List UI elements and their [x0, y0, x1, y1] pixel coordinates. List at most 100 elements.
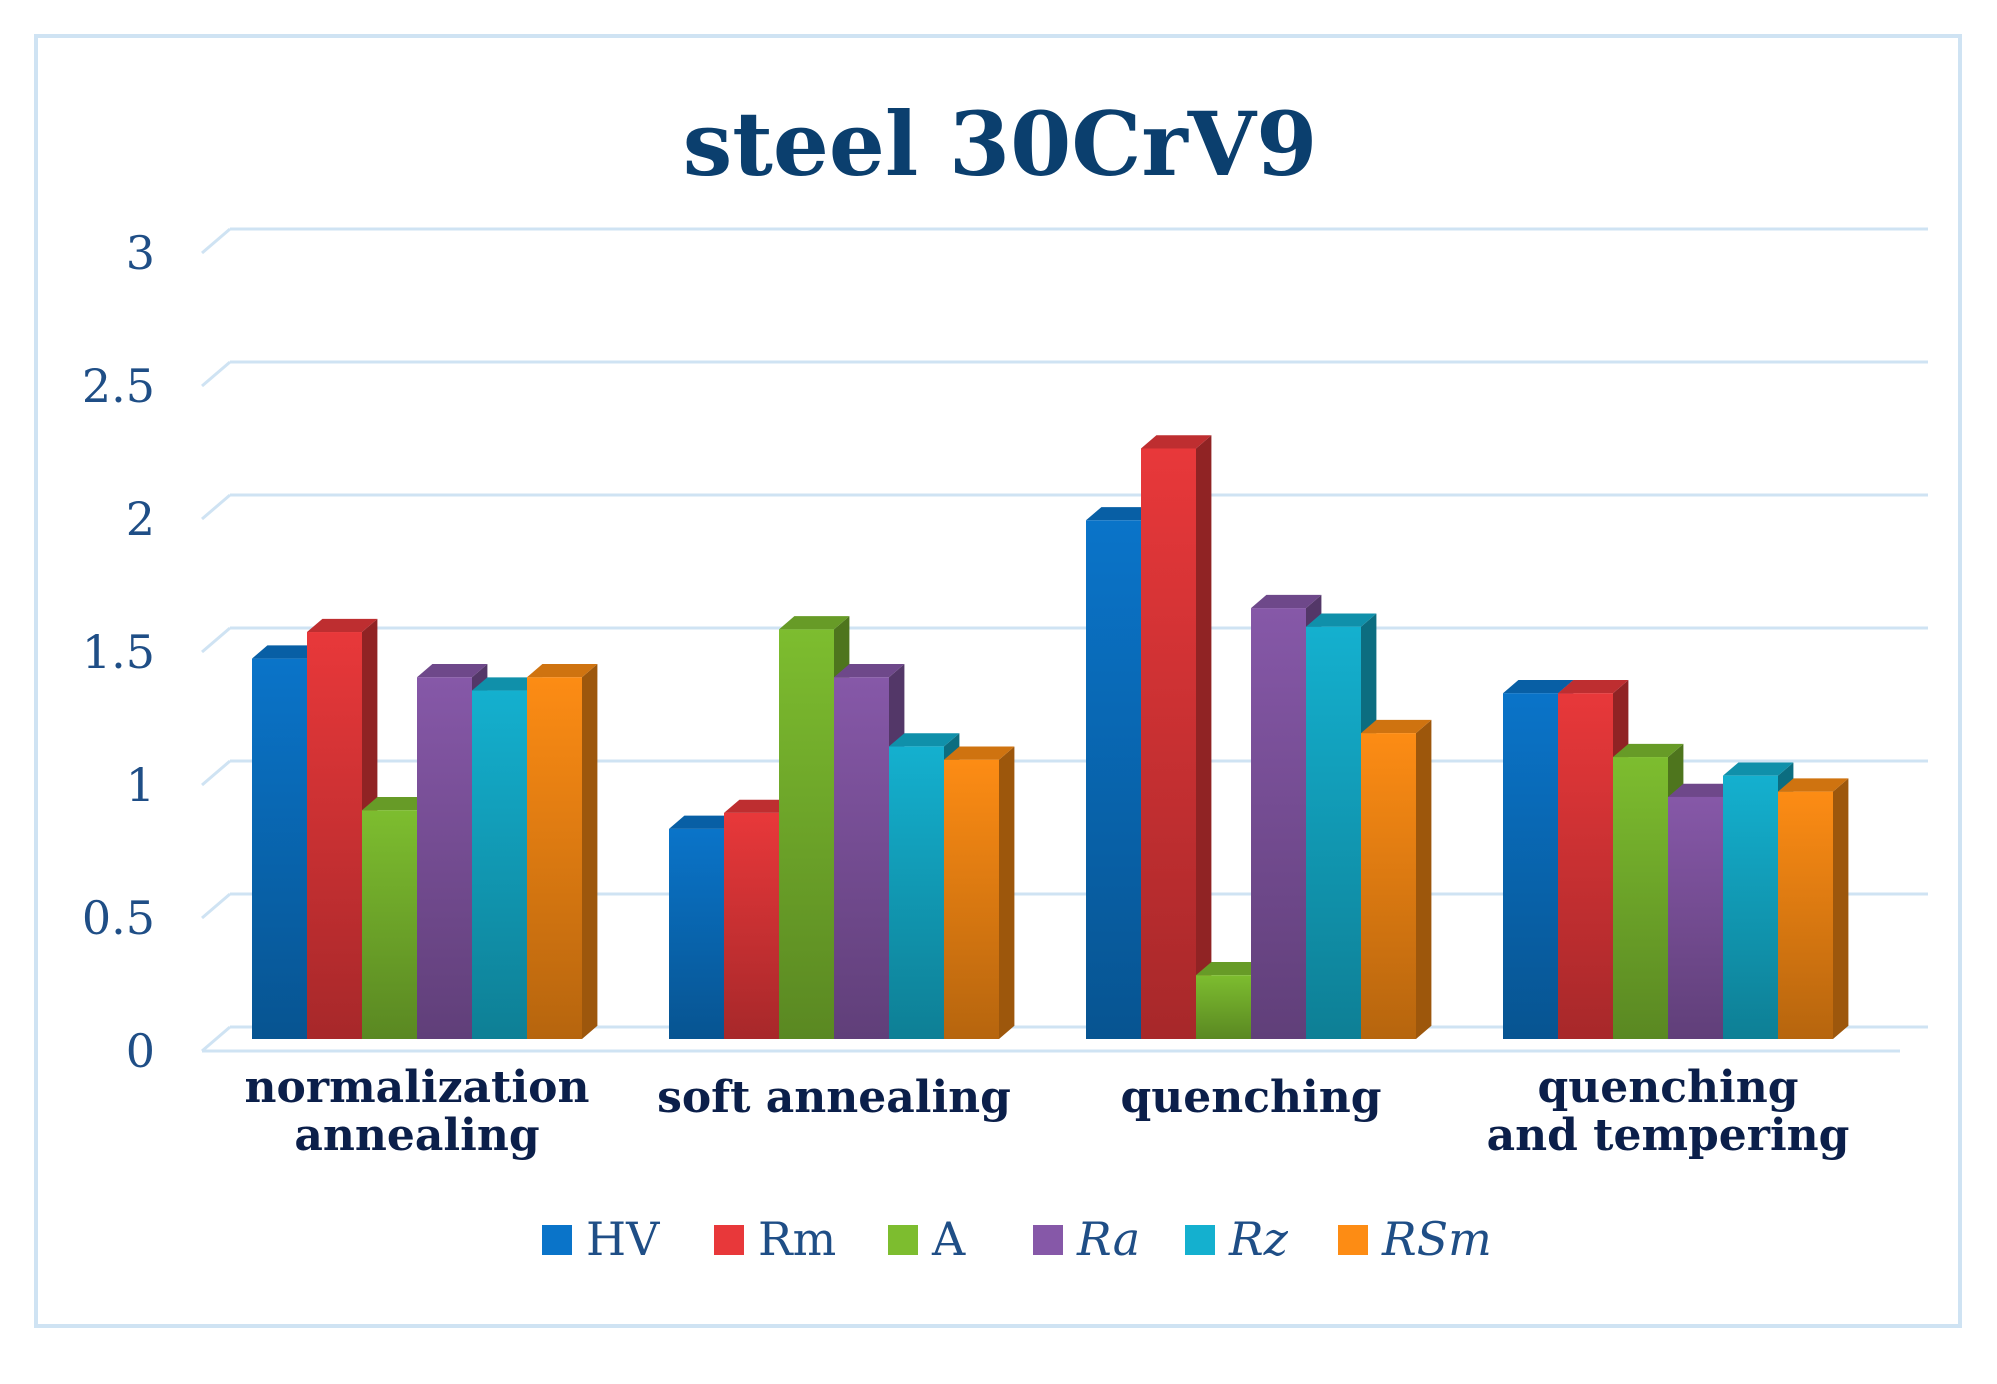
bar-front	[1086, 520, 1141, 1039]
bar-front	[1668, 796, 1723, 1039]
bar-top	[1723, 762, 1794, 776]
bar-front	[362, 810, 417, 1039]
legend-swatch	[714, 1225, 744, 1255]
legend-swatch	[888, 1225, 918, 1255]
bar-front	[1141, 448, 1196, 1040]
bar-top	[1778, 778, 1849, 792]
bar-front	[1306, 626, 1361, 1039]
bar-top	[1251, 594, 1322, 609]
bar-front	[1361, 733, 1416, 1039]
bar-front	[889, 746, 944, 1039]
bar-top	[307, 618, 378, 633]
bar-top	[1086, 507, 1157, 521]
category-label: soft annealing	[657, 1072, 1011, 1123]
bar-top	[527, 664, 598, 678]
bar-front	[252, 658, 307, 1039]
gridline-depth	[201, 626, 231, 654]
category-label: normalization	[245, 1062, 590, 1113]
y-tick-label: 1.5	[82, 625, 155, 679]
legend-swatch	[1033, 1225, 1063, 1255]
bar-rsm-0	[527, 664, 598, 1039]
category-label: and tempering	[1487, 1110, 1850, 1161]
bar-side	[1833, 778, 1849, 1039]
bars	[252, 435, 1849, 1040]
bar-side	[1416, 719, 1432, 1039]
legend-swatch	[1185, 1225, 1215, 1255]
bar-front	[472, 690, 527, 1039]
bar-top	[669, 815, 740, 829]
gridline-depth	[201, 1025, 231, 1053]
bar-top	[1668, 783, 1739, 797]
bar-top	[724, 799, 795, 813]
bar-front	[1503, 693, 1558, 1039]
gridline-depth	[201, 892, 231, 920]
gridline-depth	[201, 360, 231, 388]
bar-rsm-3	[1778, 778, 1849, 1039]
chart-title: steel 30CrV9	[683, 92, 1318, 196]
bar-top	[1503, 680, 1574, 694]
legend-label: Rz	[1228, 1212, 1289, 1266]
y-tick-label: 2	[126, 492, 155, 546]
legend-item-a: A	[888, 1212, 966, 1266]
bar-front	[669, 828, 724, 1039]
y-tick-label: 3	[126, 226, 155, 280]
bar-top	[834, 664, 905, 678]
bar-top	[1196, 961, 1267, 976]
category-label: annealing	[294, 1110, 539, 1161]
bar-top	[1361, 719, 1432, 734]
gridline-depth	[201, 493, 231, 521]
bar-front	[307, 632, 362, 1039]
bar-front	[1723, 775, 1778, 1039]
bar-top	[417, 664, 488, 678]
bar-rsm-2	[1361, 719, 1432, 1039]
bar-front	[1251, 608, 1306, 1039]
bar-top	[1141, 435, 1212, 449]
gridline-depth	[201, 227, 231, 255]
bar-front	[417, 677, 472, 1039]
y-tick-label: 0	[126, 1024, 155, 1078]
legend-label: HV	[586, 1212, 660, 1266]
bar-front	[1613, 757, 1668, 1039]
bar-front	[1196, 975, 1251, 1039]
legend-swatch	[1338, 1225, 1368, 1255]
legend-label: A	[931, 1212, 966, 1266]
bar-front	[724, 812, 779, 1039]
bar-top	[889, 733, 960, 747]
bar-top	[252, 645, 323, 659]
legend-label: Rm	[758, 1212, 836, 1266]
bar-front	[527, 677, 582, 1039]
bar-rsm-1	[944, 746, 1015, 1039]
bar-rm-2	[1141, 435, 1212, 1040]
bar-top	[362, 797, 433, 811]
category-label: quenching	[1121, 1072, 1382, 1123]
bar-top	[779, 616, 850, 630]
legend-item-hv: HV	[542, 1212, 660, 1266]
bar-front	[944, 759, 999, 1039]
bar-front	[834, 677, 889, 1039]
legend-item-rz: Rz	[1185, 1212, 1289, 1266]
legend-item-rm: Rm	[714, 1212, 836, 1266]
legend-label: Ra	[1076, 1212, 1140, 1266]
y-tick-label: 0.5	[82, 891, 155, 945]
legend-item-ra: Ra	[1033, 1212, 1140, 1266]
bar-top	[1613, 743, 1684, 758]
y-tick-label: 2.5	[82, 359, 155, 413]
category-label: quenching	[1538, 1062, 1799, 1113]
bar-front	[1778, 791, 1833, 1039]
legend-label: RSm	[1381, 1212, 1492, 1266]
y-tick-label: 1	[126, 758, 155, 812]
legend-item-rsm: RSm	[1338, 1212, 1492, 1266]
legend: HV Rm A Ra Rz RSm	[542, 1212, 1492, 1266]
bar-top	[472, 677, 543, 691]
bar-front	[1558, 693, 1613, 1039]
bar-top	[1306, 613, 1377, 627]
bar-front	[779, 629, 834, 1039]
bar-top	[1558, 680, 1629, 694]
bar-side	[582, 664, 598, 1039]
bar-side	[1196, 435, 1212, 1039]
bar-top	[944, 746, 1015, 760]
gridline-depth	[201, 759, 231, 787]
legend-swatch	[542, 1225, 572, 1255]
